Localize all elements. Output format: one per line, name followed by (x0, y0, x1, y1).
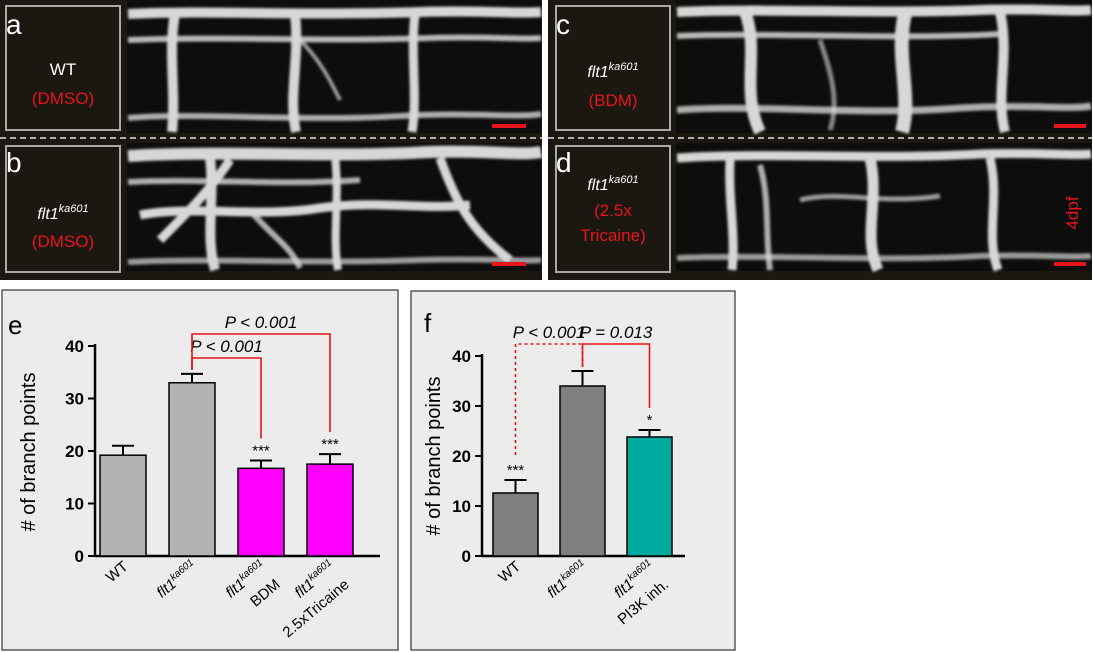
bar (626, 436, 673, 557)
y-tick-label: 20 (65, 442, 84, 461)
significance-label: *** (507, 462, 525, 479)
y-tick-label: 30 (452, 397, 471, 416)
p-value-label: P < 0.001 (225, 313, 298, 332)
y-axis-label: # of branch points (18, 373, 40, 532)
label-c-line2: (BDM) (588, 91, 637, 110)
micrograph-c (676, 0, 1092, 135)
micrograph-b (127, 143, 543, 272)
significance-label: * (647, 412, 653, 429)
y-tick-label: 10 (65, 495, 84, 514)
micrograph-block-left: a WT (DMSO) b flt1ka601 (DMSO) (0, 0, 543, 280)
y-tick-label: 30 (65, 390, 84, 409)
label-box-b (5, 145, 121, 273)
panel-letter-d: d (556, 147, 572, 178)
bar (237, 467, 285, 557)
label-b-genotype: flt1ka601 (37, 203, 88, 223)
significance-label: *** (321, 436, 339, 453)
y-tick-label: 20 (452, 447, 471, 466)
p-value-label: P < 0.001 (190, 337, 263, 356)
label-d-genotype: flt1ka601 (587, 174, 638, 194)
label-box-d (555, 145, 671, 273)
label-a-line1: WT (50, 60, 76, 79)
micrograph-block-right: c flt1ka601 (BDM) d flt1ka601 (2.5x Tric… (548, 0, 1092, 280)
bar (99, 454, 147, 557)
panel-letter: f (424, 308, 432, 338)
y-tick-label: 0 (462, 547, 471, 566)
label-d-line3: Tricaine) (580, 226, 646, 245)
panel-letter-b: b (6, 147, 22, 178)
comparison-bracket (514, 343, 584, 458)
y-tick-label: 10 (452, 497, 471, 516)
label-box-a (5, 5, 121, 131)
comparison-bracket (581, 343, 651, 408)
label-box-c (555, 5, 671, 131)
y-tick-label: 0 (75, 547, 84, 566)
y-axis-label: # of branch points (423, 377, 445, 536)
scale-bar-b (492, 262, 526, 266)
label-a-line2: (DMSO) (32, 89, 94, 108)
panel-letter-c: c (556, 9, 570, 40)
label-c-genotype: flt1ka601 (587, 61, 638, 81)
bar (306, 463, 354, 557)
y-tick-label: 40 (65, 337, 84, 356)
scale-bar-c (1054, 124, 1086, 128)
micrograph-a (127, 0, 542, 134)
label-b-line2: (DMSO) (32, 232, 94, 251)
p-value-label: P = 0.013 (580, 323, 653, 342)
micrograph-d (676, 143, 1092, 273)
comparison-bracket (191, 333, 331, 433)
p-value-label: P < 0.001 (513, 323, 586, 342)
bar (168, 382, 216, 557)
bar (559, 385, 606, 557)
panel-letter: e (8, 310, 22, 340)
stage-label-4dpf: 4dpf (1063, 196, 1082, 229)
scale-bar-a (492, 124, 526, 128)
panel-letter-a: a (6, 9, 22, 40)
scale-bar-d (1054, 262, 1086, 266)
significance-label: *** (252, 442, 270, 459)
y-tick-label: 40 (452, 347, 471, 366)
bar (492, 492, 539, 557)
label-d-line2: (2.5x (594, 201, 632, 220)
